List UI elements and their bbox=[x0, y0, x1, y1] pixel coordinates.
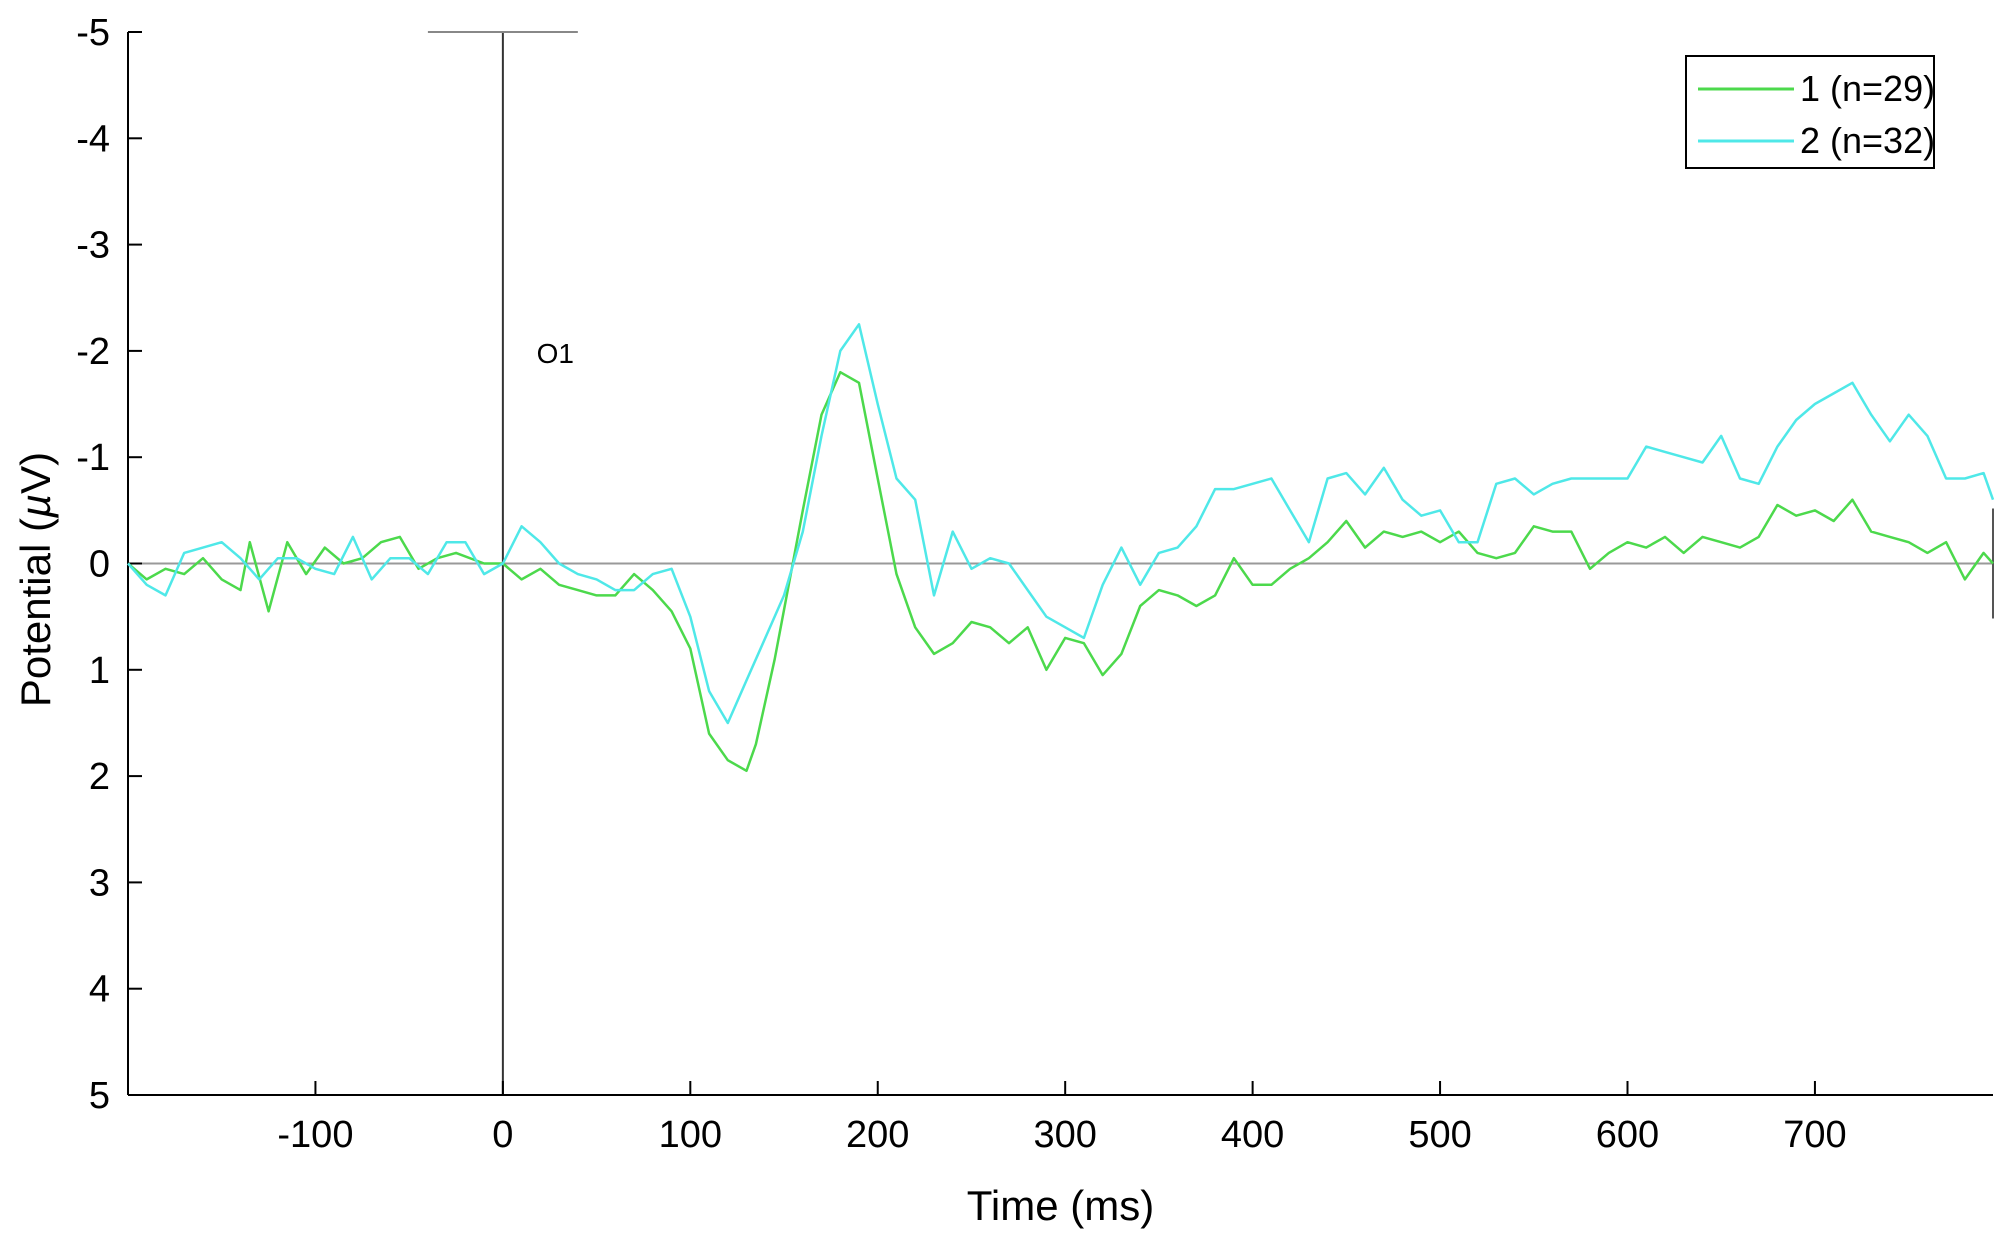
legend-label-2: 2 (n=32) bbox=[1800, 120, 1935, 161]
x-tick-label: 100 bbox=[659, 1114, 722, 1156]
x-tick-label: 300 bbox=[1033, 1114, 1096, 1156]
y-tick-label: -2 bbox=[76, 331, 110, 373]
x-axis-title: Time (ms) bbox=[967, 1182, 1154, 1229]
y-tick-label: -5 bbox=[76, 12, 110, 54]
y-tick-label: -3 bbox=[76, 225, 110, 267]
legend-box bbox=[1685, 55, 1935, 169]
y-tick-label: 0 bbox=[89, 544, 110, 586]
series-line-1 bbox=[127, 370, 1994, 773]
legend: 1 (n=29) 2 (n=32) bbox=[1685, 55, 1935, 169]
x-tick-label: 400 bbox=[1221, 1114, 1284, 1156]
y-tick-label: 3 bbox=[89, 862, 110, 904]
axes: -5 -4 -3 -2 -1 0 1 2 3 4 5 -100 0 100 200 300 400 500 600 7… bbox=[76, 12, 1994, 1156]
channel-annotation: O1 bbox=[537, 338, 574, 369]
y-tick-label: 5 bbox=[89, 1075, 110, 1117]
x-tick-label: 600 bbox=[1596, 1114, 1659, 1156]
y-axis-title-suffix: V) bbox=[12, 452, 59, 494]
x-tick-label: 700 bbox=[1783, 1114, 1846, 1156]
y-axis-title-prefix: Potential ( bbox=[12, 518, 59, 707]
y-tick-label: -4 bbox=[76, 118, 110, 160]
series-layer bbox=[127, 323, 1995, 773]
x-tick-label: 0 bbox=[492, 1114, 513, 1156]
y-tick-label: 4 bbox=[89, 969, 110, 1011]
y-tick-label: -1 bbox=[76, 437, 110, 479]
y-axis-title: Potential (µV) bbox=[12, 452, 59, 707]
x-tick-label: -100 bbox=[277, 1114, 353, 1156]
y-axis-title-symbol: µ bbox=[12, 494, 59, 519]
y-tick-label: 1 bbox=[89, 650, 110, 692]
series-line-2 bbox=[127, 323, 1995, 725]
legend-label-1: 1 (n=29) bbox=[1800, 68, 1935, 109]
x-tick-label: 200 bbox=[846, 1114, 909, 1156]
x-tick-label: 500 bbox=[1408, 1114, 1471, 1156]
y-tick-label: 2 bbox=[89, 756, 110, 798]
